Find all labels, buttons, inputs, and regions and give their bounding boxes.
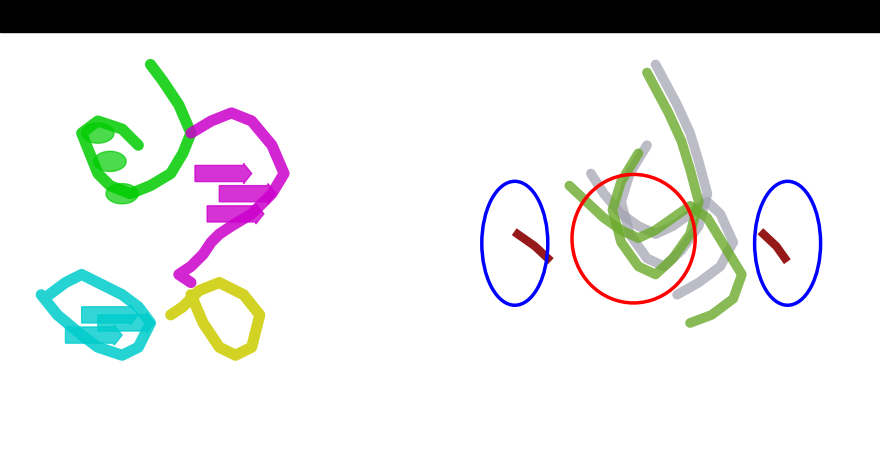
Polygon shape [82,123,114,143]
Polygon shape [106,184,138,204]
FancyArrow shape [207,204,264,224]
Text: B: B [440,16,457,36]
FancyArrow shape [219,184,276,204]
FancyArrow shape [195,163,252,184]
FancyArrow shape [82,305,138,325]
FancyArrow shape [65,325,122,345]
Text: A: A [9,16,26,36]
FancyArrow shape [98,313,155,333]
Polygon shape [94,151,126,172]
